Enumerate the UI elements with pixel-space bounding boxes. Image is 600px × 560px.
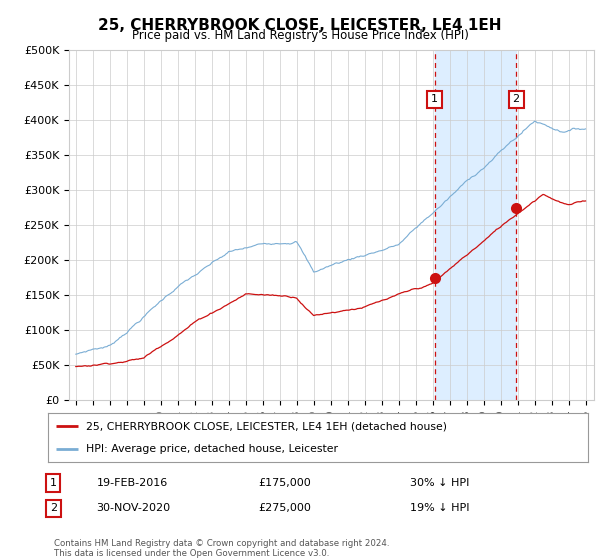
Text: 2: 2 <box>512 95 520 104</box>
Text: £275,000: £275,000 <box>259 503 311 513</box>
Text: 19-FEB-2016: 19-FEB-2016 <box>97 478 168 488</box>
Bar <box>434 50 516 400</box>
Text: 1: 1 <box>50 478 57 488</box>
Text: 30% ↓ HPI: 30% ↓ HPI <box>410 478 469 488</box>
Text: Contains HM Land Registry data © Crown copyright and database right 2024.
This d: Contains HM Land Registry data © Crown c… <box>54 539 389 558</box>
Text: £175,000: £175,000 <box>259 478 311 488</box>
Text: 1: 1 <box>431 95 438 104</box>
Text: HPI: Average price, detached house, Leicester: HPI: Average price, detached house, Leic… <box>86 444 338 454</box>
Text: 19% ↓ HPI: 19% ↓ HPI <box>410 503 469 513</box>
Text: Price paid vs. HM Land Registry's House Price Index (HPI): Price paid vs. HM Land Registry's House … <box>131 29 469 42</box>
Text: 25, CHERRYBROOK CLOSE, LEICESTER, LE4 1EH (detached house): 25, CHERRYBROOK CLOSE, LEICESTER, LE4 1E… <box>86 421 447 431</box>
Text: 2: 2 <box>50 503 57 513</box>
Text: 25, CHERRYBROOK CLOSE, LEICESTER, LE4 1EH: 25, CHERRYBROOK CLOSE, LEICESTER, LE4 1E… <box>98 18 502 33</box>
Text: 30-NOV-2020: 30-NOV-2020 <box>97 503 171 513</box>
